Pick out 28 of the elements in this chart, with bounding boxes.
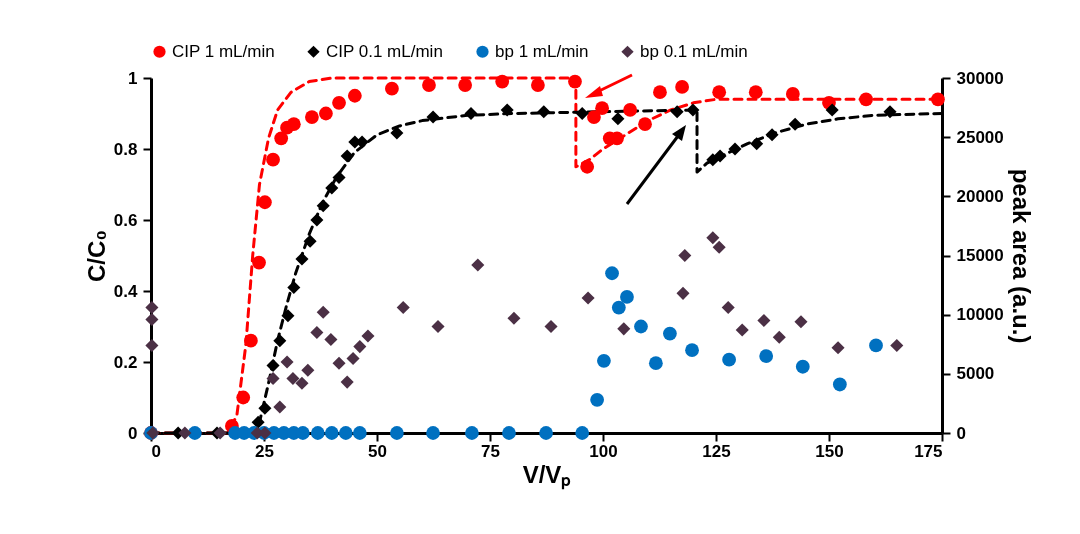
y2-axis-title: peak area (a.u.) xyxy=(1007,168,1035,344)
legend-label: bp 1 mL/min xyxy=(495,41,589,61)
y-tick-label: 0 xyxy=(128,423,138,443)
x-tick-label: 25 xyxy=(255,441,274,461)
x-tick-label: 75 xyxy=(481,441,500,461)
x-axis-title: V/Vₚ xyxy=(522,460,572,490)
x-tick-label: 150 xyxy=(815,441,844,461)
legend-label: CIP 0.1 mL/min xyxy=(326,41,443,61)
y2-tick-label: 20000 xyxy=(956,186,1004,206)
y-tick-label: 0.4 xyxy=(113,281,139,301)
x-tick-label: 125 xyxy=(702,441,731,461)
y-tick-label: 0.8 xyxy=(113,139,138,159)
y-axis-title: C/C₀ xyxy=(82,229,110,283)
y2-tick-label: 30000 xyxy=(956,68,1004,88)
y-tick-label: 1 xyxy=(128,68,138,88)
y2-tick-label: 0 xyxy=(956,423,966,443)
y-tick-label: 0.2 xyxy=(113,352,138,372)
x-tick-label: 0 xyxy=(151,441,161,461)
legend-label: bp 0.1 mL/min xyxy=(640,41,748,61)
x-tick-label: 175 xyxy=(914,441,943,461)
y2-tick-label: 25000 xyxy=(956,127,1004,147)
y-tick-label: 0.6 xyxy=(113,210,138,230)
y2-tick-label: 5000 xyxy=(956,364,995,384)
y2-tick-label: 15000 xyxy=(956,246,1004,265)
x-tick-label: 50 xyxy=(368,441,387,461)
y2-tick-label: 10000 xyxy=(956,305,1004,325)
legend-label: CIP 1 mL/min xyxy=(172,41,275,61)
x-tick-label: 100 xyxy=(589,441,618,461)
